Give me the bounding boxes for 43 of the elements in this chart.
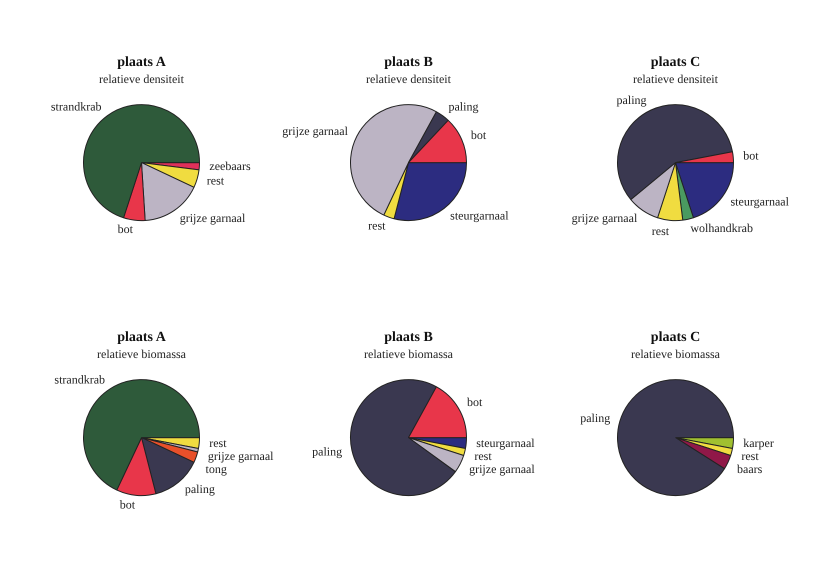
slice-label: paling: [448, 100, 478, 114]
slice-label: zeebaars: [209, 159, 251, 174]
slice-label: grijze garnaal: [469, 462, 536, 476]
slice-label: strandkrab: [54, 372, 106, 386]
chart-subtitle: relatieve biomassa: [97, 347, 187, 362]
slice-label: steurgarnaal: [476, 436, 536, 450]
chart-title: plaats C: [650, 330, 700, 346]
slice-label: bot: [743, 148, 760, 162]
chart-title: plaats A: [117, 330, 167, 346]
slice-label: paling: [312, 444, 342, 459]
slice-label: bot: [467, 395, 484, 410]
slice-label: grijze garnaal: [208, 449, 274, 464]
chart-subtitle: relatieve biomassa: [364, 347, 454, 362]
slice-label: grijze garnaal: [282, 124, 349, 138]
slice-label: karper: [743, 436, 774, 450]
slice-label: bot: [120, 497, 136, 512]
slice-label: baars: [737, 462, 763, 476]
slice-label: rest: [652, 224, 670, 238]
slice-label: rest: [206, 174, 225, 188]
slice-label: paling: [616, 93, 647, 108]
chart-title: plaats B: [384, 330, 433, 346]
chart-subtitle: relatieve densiteit: [366, 72, 452, 86]
slice-label: rest: [209, 436, 228, 450]
slice-label: tong: [205, 462, 227, 476]
slice-label: rest: [368, 218, 386, 233]
slice-label: grijze garnaal: [572, 211, 638, 225]
slice-label: bot: [118, 222, 134, 236]
slice-label: rest: [474, 449, 492, 464]
chart-subtitle: relatieve densiteit: [633, 72, 719, 86]
slice-label: bot: [470, 128, 487, 142]
slice-label: paling: [580, 410, 610, 425]
slice-label: steurgarnaal: [450, 208, 510, 222]
slice-label: strandkrab: [50, 100, 102, 114]
slice-label: steurgarnaal: [730, 194, 790, 209]
chart-subtitle: relatieve densiteit: [99, 72, 185, 86]
chart-subtitle: relatieve biomassa: [631, 347, 721, 362]
slice-label: grijze garnaal: [180, 211, 246, 225]
chart-title: plaats A: [117, 55, 167, 70]
slice-label: rest: [741, 449, 760, 464]
chart-title: plaats B: [384, 55, 433, 70]
chart-title: plaats C: [650, 55, 700, 70]
slice-label: paling: [184, 482, 215, 496]
slice-label: wolhandkrab: [690, 221, 753, 236]
